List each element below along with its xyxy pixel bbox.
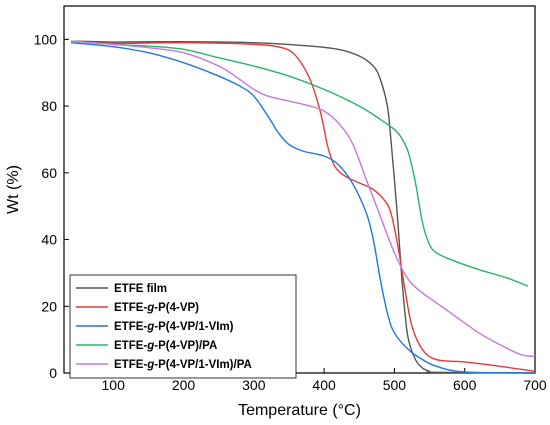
x-tick-label: 400 <box>312 377 336 393</box>
legend-label: ETFE-g-P(4-VP) <box>114 302 199 314</box>
legend-label: ETFE-g-P(4-VP)/PA <box>114 340 217 352</box>
x-tick-label: 700 <box>523 377 547 393</box>
y-tick-label: 100 <box>34 31 58 47</box>
y-axis-title: Wt (%) <box>5 165 22 214</box>
x-axis-title: Temperature (°C) <box>238 402 361 419</box>
series-lines <box>70 40 536 374</box>
y-tick-label: 60 <box>41 165 57 181</box>
legend-label: ETFE film <box>114 283 167 295</box>
axis-ticks: 100 200 300 400 500 600 700 0 20 40 60 80 100 <box>34 31 547 393</box>
series-line-3 <box>70 42 536 374</box>
plot-area-frame <box>63 5 536 374</box>
series-line-2 <box>70 40 536 373</box>
y-tick-label: 20 <box>41 298 57 314</box>
x-tick-label: 500 <box>383 377 407 393</box>
y-tick-label: 40 <box>41 232 57 248</box>
y-tick-label: 0 <box>49 365 57 381</box>
x-tick-label: 100 <box>102 377 126 393</box>
series-line-4 <box>70 40 529 287</box>
y-tick-label: 80 <box>41 98 57 114</box>
series-line-5 <box>70 40 536 358</box>
x-tick-label: 300 <box>242 377 266 393</box>
series-line-1 <box>71 40 536 374</box>
x-tick-label: 200 <box>172 377 196 393</box>
legend: ETFE film ETFE-g-P(4-VP) ETFE-g-P(4-VP/1-V… <box>69 274 297 379</box>
legend-label: ETFE-g-P(4-VP/1-VIm)/PA <box>114 359 252 371</box>
x-tick-label: 600 <box>453 377 477 393</box>
legend-label: ETFE-g-P(4-VP/1-VIm) <box>114 321 234 333</box>
